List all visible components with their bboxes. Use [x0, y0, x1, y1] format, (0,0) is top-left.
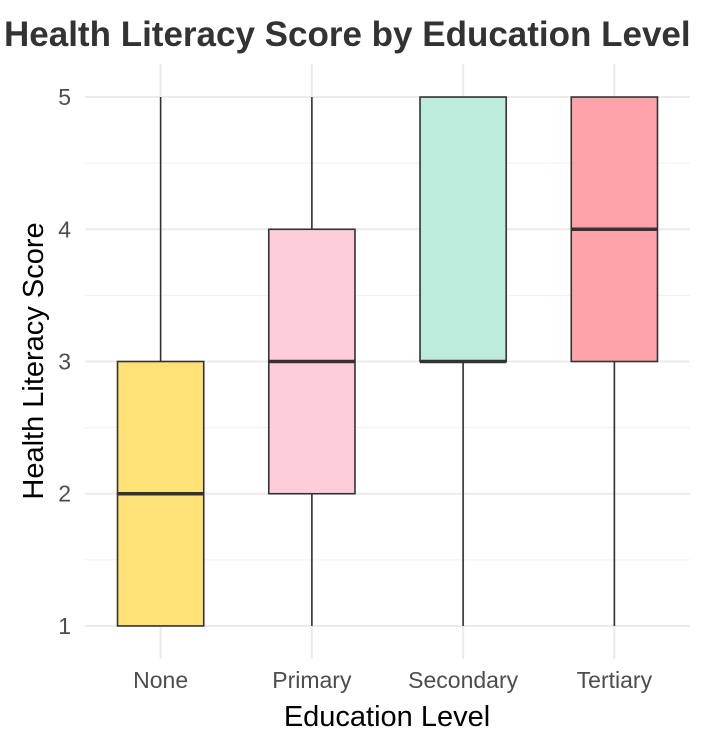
box-primary: [267, 97, 356, 626]
box-none: [116, 97, 205, 627]
y-tick-label: 4: [58, 216, 71, 242]
y-tick-label: 1: [58, 613, 71, 639]
y-tick-label: 2: [58, 481, 71, 507]
y-tick-label: 3: [58, 349, 71, 375]
tick-layer: 1 2 3 4 5 None Primary Secondary Tertiary: [58, 84, 652, 693]
x-tick-label: Primary: [272, 667, 352, 693]
box-secondary: [419, 96, 508, 626]
chart-title: Health Literacy Score by Education Level: [4, 15, 691, 54]
box-layer: [116, 96, 659, 627]
y-tick-label: 5: [58, 84, 71, 110]
x-tick-label: Tertiary: [577, 667, 653, 693]
x-axis-title: Education Level: [284, 701, 490, 733]
y-axis-title: Health Literacy Score: [18, 222, 50, 499]
x-tick-label: None: [133, 667, 188, 693]
x-tick-label: Secondary: [408, 667, 518, 693]
iqr-box: [419, 96, 508, 363]
box-tertiary: [570, 96, 659, 626]
